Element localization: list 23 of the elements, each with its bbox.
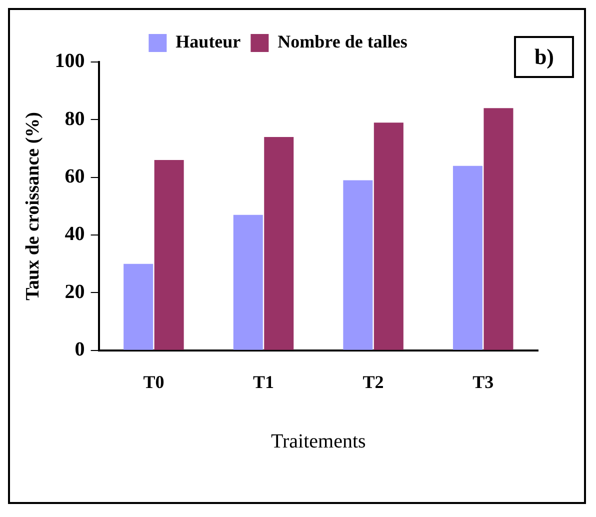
bar (484, 108, 514, 350)
bar (154, 160, 184, 350)
x-axis-title: Traitements (270, 430, 366, 452)
y-tick-label: 40 (64, 223, 85, 246)
x-tick-label: T3 (472, 372, 494, 392)
bar (374, 122, 404, 350)
y-tick-label: 0 (74, 338, 85, 361)
bar (124, 264, 154, 350)
bar (233, 214, 263, 350)
legend-label: Hauteur (176, 32, 241, 52)
y-tick-label: 80 (64, 108, 85, 130)
y-tick-label: 20 (64, 280, 85, 303)
bar (264, 136, 294, 350)
y-tick-label: 60 (64, 166, 85, 188)
x-tick-label: T0 (143, 372, 164, 392)
annotation: b) (514, 36, 574, 78)
x-tick-label: T1 (252, 372, 274, 392)
y-tick-label: 100 (54, 50, 85, 72)
x-tick-label: T2 (362, 372, 384, 392)
bar (452, 166, 482, 350)
y-axis-title: Taux de croissance (%) (22, 112, 44, 300)
bar (343, 180, 373, 350)
legend-label: Nombre de talles (278, 32, 408, 52)
